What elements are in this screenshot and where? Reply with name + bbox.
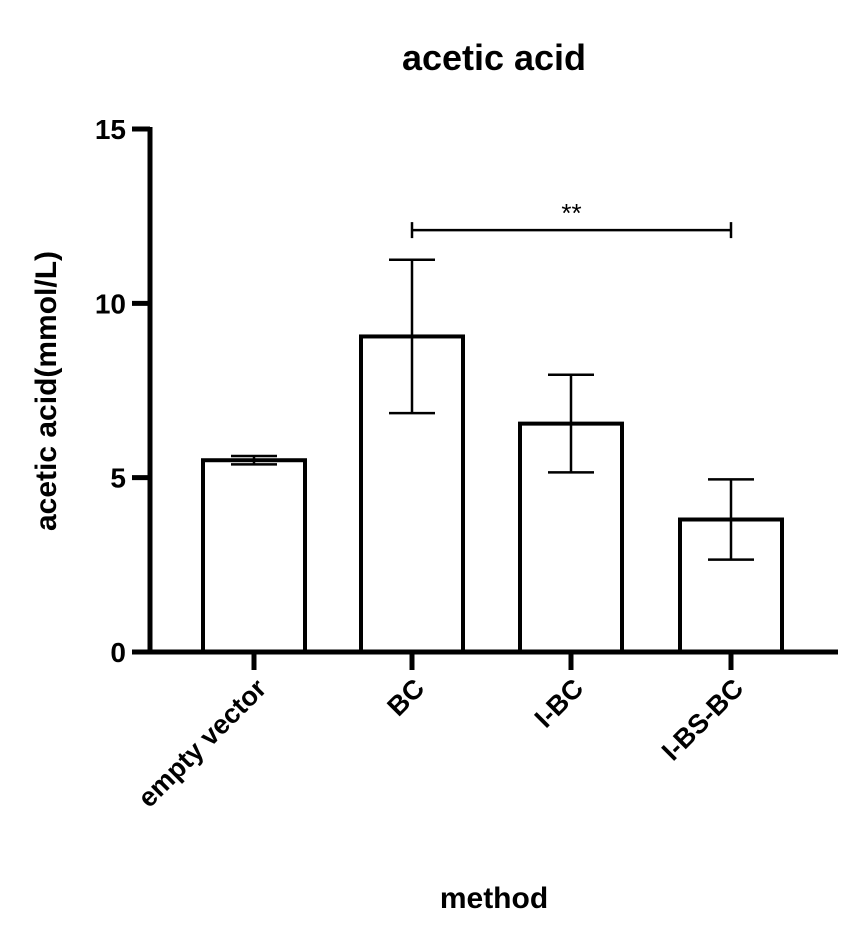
y-axis-title: acetic acid(mmol/L)	[30, 251, 63, 531]
chart-title: acetic acid	[402, 37, 586, 78]
x-axis-title: method	[440, 882, 548, 915]
plot-area: 0 5 10 15 empty vector BC I-BC I-BS-BC **	[95, 114, 838, 813]
y-tick-label: 10	[95, 288, 126, 319]
y-tick-label: 5	[110, 463, 126, 494]
x-tick-label: empty vector	[132, 673, 272, 813]
x-tick-label: BC	[381, 673, 430, 722]
y-tick-label: 15	[95, 114, 126, 145]
x-tick-label: I-BS-BC	[656, 673, 749, 766]
x-tick-label: I-BC	[529, 673, 589, 733]
bar-empty-vector	[201, 458, 307, 654]
y-tick-label: 0	[110, 637, 126, 668]
significance-label: **	[561, 198, 581, 228]
